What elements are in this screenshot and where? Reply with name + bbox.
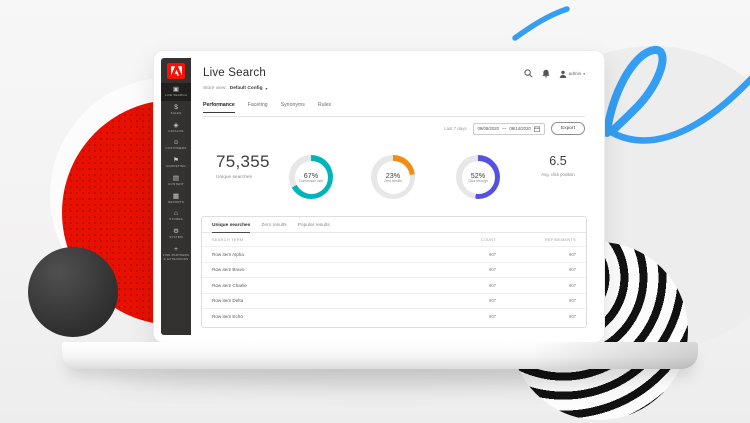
tab-faceting[interactable]: Faceting bbox=[247, 102, 268, 108]
laptop-screen: ▣ LIVE SEARCH $ SALES ◈ CATALOG ☺ CUSTOM… bbox=[153, 50, 605, 343]
chevron-down-icon: ▾ bbox=[265, 86, 268, 91]
results-table-card: Unique searches Zero results Popular res… bbox=[201, 216, 587, 328]
store-view-selector[interactable]: Store view: Default Config ▾ bbox=[203, 86, 268, 91]
column-count: COUNT bbox=[480, 237, 496, 242]
filter-row: Last 7 days 09/08/2020 — 09/14/2020 Expo… bbox=[444, 122, 585, 135]
table-row[interactable]: Row item Bravo 907 907 bbox=[202, 261, 586, 278]
table-row[interactable]: Row item Echo 907 907 bbox=[202, 308, 586, 324]
column-search-term: SEARCH TERM bbox=[212, 237, 244, 242]
sidebar-item-sales[interactable]: $ SALES bbox=[170, 103, 182, 115]
tab-rules[interactable]: Rules bbox=[317, 102, 332, 108]
avg-click-position-label: Avg. click position bbox=[541, 172, 575, 177]
dark-circle-decor bbox=[28, 247, 118, 337]
date-end: 09/14/2020 bbox=[509, 126, 531, 131]
reports-icon: ▦ bbox=[172, 192, 180, 200]
extensions-icon: + bbox=[174, 245, 178, 253]
admin-app-window: ▣ LIVE SEARCH $ SALES ◈ CATALOG ☺ CUSTOM… bbox=[161, 58, 597, 335]
admin-sidebar: ▣ LIVE SEARCH $ SALES ◈ CATALOG ☺ CUSTOM… bbox=[161, 58, 191, 335]
table-row[interactable]: Row item Delta 907 907 bbox=[202, 292, 586, 309]
adobe-logo[interactable] bbox=[167, 63, 185, 79]
tabs-divider bbox=[203, 115, 585, 117]
sidebar-item-system[interactable]: ⚙ SYSTEM bbox=[169, 228, 183, 239]
user-name: admin bbox=[568, 71, 582, 76]
avg-click-position-value: 6.5 bbox=[549, 154, 567, 168]
section-tabs: Performance Faceting Synonyms Rules bbox=[203, 102, 331, 113]
page-title: Live Search bbox=[203, 67, 266, 79]
notifications-bell-icon[interactable] bbox=[542, 69, 550, 78]
sidebar-item-marketing[interactable]: ⚑ MARKETING bbox=[166, 157, 186, 168]
system-gear-icon: ⚙ bbox=[173, 228, 179, 235]
date-start: 09/08/2020 bbox=[477, 126, 500, 131]
unique-searches-label: Unique searches bbox=[216, 175, 252, 180]
customers-icon: ☺ bbox=[172, 139, 180, 147]
sidebar-item-catalog[interactable]: ◈ CATALOG bbox=[168, 121, 184, 133]
marketing-icon: ⚑ bbox=[173, 157, 179, 164]
content-icon: ▤ bbox=[172, 174, 180, 182]
catalog-icon: ◈ bbox=[173, 121, 179, 129]
user-avatar-icon bbox=[559, 70, 566, 78]
tab-synonyms[interactable]: Synonyms bbox=[280, 102, 305, 108]
sidebar-item-content[interactable]: ▤ CONTENT bbox=[168, 174, 184, 186]
sidebar-item-reports[interactable]: ▦ REPORTS bbox=[168, 192, 184, 204]
table-tab-zero-results[interactable]: Zero results bbox=[261, 223, 287, 228]
calendar-icon[interactable] bbox=[533, 125, 540, 132]
sales-icon: $ bbox=[174, 103, 178, 111]
table-row[interactable]: Row item Charlie 907 907 bbox=[202, 277, 586, 293]
sidebar-item-customers[interactable]: ☺ CUSTOMERS bbox=[165, 139, 187, 151]
tab-performance[interactable]: Performance bbox=[203, 102, 235, 113]
table-tab-unique-searches[interactable]: Unique searches bbox=[212, 223, 251, 233]
sidebar-item-live-search[interactable]: ▣ LIVE SEARCH bbox=[161, 83, 191, 101]
table-row[interactable]: Row item Alpha 907 907 bbox=[202, 246, 586, 262]
user-menu[interactable]: admin ▾ bbox=[559, 70, 585, 78]
export-button[interactable]: Export bbox=[550, 122, 585, 135]
main-content: Live Search Store view: Default Config ▾ bbox=[191, 58, 597, 335]
date-range-input[interactable]: 09/08/2020 — 09/14/2020 bbox=[472, 122, 545, 135]
stores-icon: ⌂ bbox=[174, 210, 178, 218]
table-tabs: Unique searches Zero results Popular res… bbox=[202, 217, 586, 233]
unique-searches-value: 75,355 bbox=[216, 152, 270, 171]
laptop-shadow bbox=[110, 372, 650, 388]
click-through-donut: 52% Click through bbox=[456, 155, 500, 199]
laptop-base bbox=[62, 342, 698, 369]
sidebar-item-stores[interactable]: ⌂ STORES bbox=[169, 210, 183, 222]
zero-results-donut: 23% Zero results bbox=[371, 155, 415, 199]
conversion-rate-donut: 67% Conversion rate bbox=[289, 155, 333, 199]
search-icon[interactable] bbox=[524, 69, 533, 78]
sidebar-item-find-partners[interactable]: + FIND PARTNERS & EXTENSIONS bbox=[162, 245, 190, 261]
live-search-icon: ▣ bbox=[172, 86, 180, 93]
table-tab-popular-results[interactable]: Popular results bbox=[297, 223, 330, 228]
table-header-row: SEARCH TERM COUNT REFINEMENTS bbox=[202, 233, 586, 246]
column-refinements: REFINEMENTS bbox=[544, 237, 576, 242]
chevron-down-icon: ▾ bbox=[583, 71, 585, 76]
date-range-label: Last 7 days bbox=[444, 126, 467, 131]
